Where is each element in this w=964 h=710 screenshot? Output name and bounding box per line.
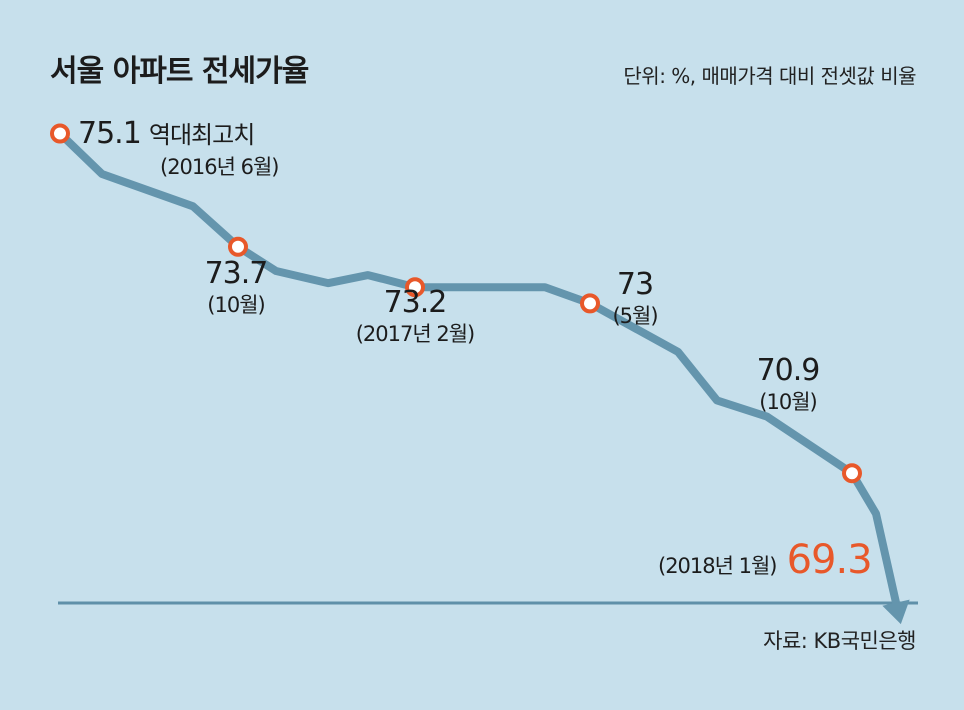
series-line (56, 129, 900, 607)
annotation-latest: (2018년 1월) 69.3 (658, 537, 873, 583)
data-point-marker-1 (228, 236, 248, 257)
data-point-marker-4 (842, 463, 862, 484)
annotation-peak-date: (2016년 6월) (160, 155, 280, 179)
annotation-oct2016: 73.7 (10월) (196, 259, 276, 316)
data-point-marker-0 (50, 123, 70, 144)
unit-note: 단위: %, 매매가격 대비 전셋값 비율 (623, 64, 916, 88)
annotation-may2017: 73 (5월) (598, 270, 672, 327)
annotation-may2017-date: (5월) (612, 304, 658, 328)
annotation-oct2017-date: (10월) (759, 390, 817, 414)
data-point-marker-3 (580, 293, 600, 314)
annotation-peak-note: 역대최고치 (148, 121, 255, 149)
annotation-oct2016-value: 73.7 (204, 256, 269, 291)
annotation-feb2017-value: 73.2 (383, 285, 448, 320)
point-markers (50, 123, 862, 484)
chart-title: 서울 아파트 전세가율 (50, 54, 309, 89)
annotation-feb2017: 73.2 (2017년 2월) (340, 288, 490, 345)
annotation-oct2017-value: 70.9 (756, 353, 821, 388)
data-point-marker-2 (405, 277, 425, 298)
arrow-head (882, 599, 910, 625)
annotation-oct2017: 70.9 (10월) (748, 356, 828, 413)
source-note: 자료: KB국민은행 (763, 629, 916, 653)
annotation-oct2016-date: (10월) (207, 293, 265, 317)
annotation-peak: 75.1 역대최고치 (78, 116, 255, 151)
annotation-latest-value: 69.3 (786, 537, 873, 583)
annotation-latest-date: (2018년 1월) (658, 554, 778, 578)
annotation-peak-value: 75.1 (78, 116, 142, 151)
annotation-may2017-value: 73 (616, 267, 654, 302)
annotation-feb2017-date: (2017년 2월) (355, 322, 476, 346)
